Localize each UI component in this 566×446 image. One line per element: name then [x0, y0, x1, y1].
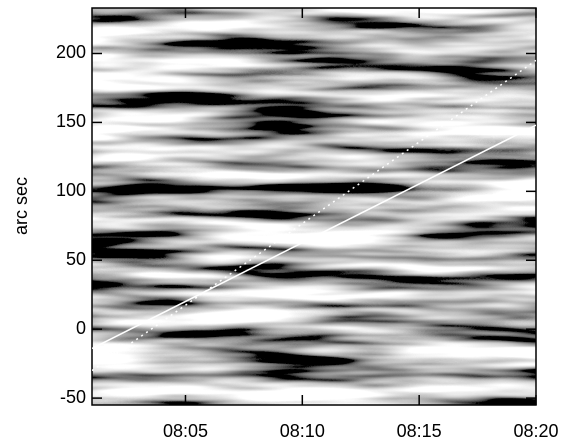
fit-line [92, 59, 536, 372]
y-axis-label: arc sec [11, 177, 31, 235]
y-tick-label: 50 [66, 249, 86, 269]
x-tick-label: 08:15 [397, 421, 442, 441]
y-tick-label: 200 [56, 42, 86, 62]
y-tick-label: 150 [56, 111, 86, 131]
plot-frame [91, 7, 537, 406]
x-tick-label: 08:20 [513, 421, 558, 441]
y-tick-label: -50 [60, 387, 86, 407]
fit-line [92, 124, 536, 350]
x-tick-label: 08:10 [280, 421, 325, 441]
y-tick-label: 0 [76, 318, 86, 338]
x-tick-label: 08:05 [163, 421, 208, 441]
intensity-image [92, 8, 536, 405]
y-tick-label: 100 [56, 180, 86, 200]
